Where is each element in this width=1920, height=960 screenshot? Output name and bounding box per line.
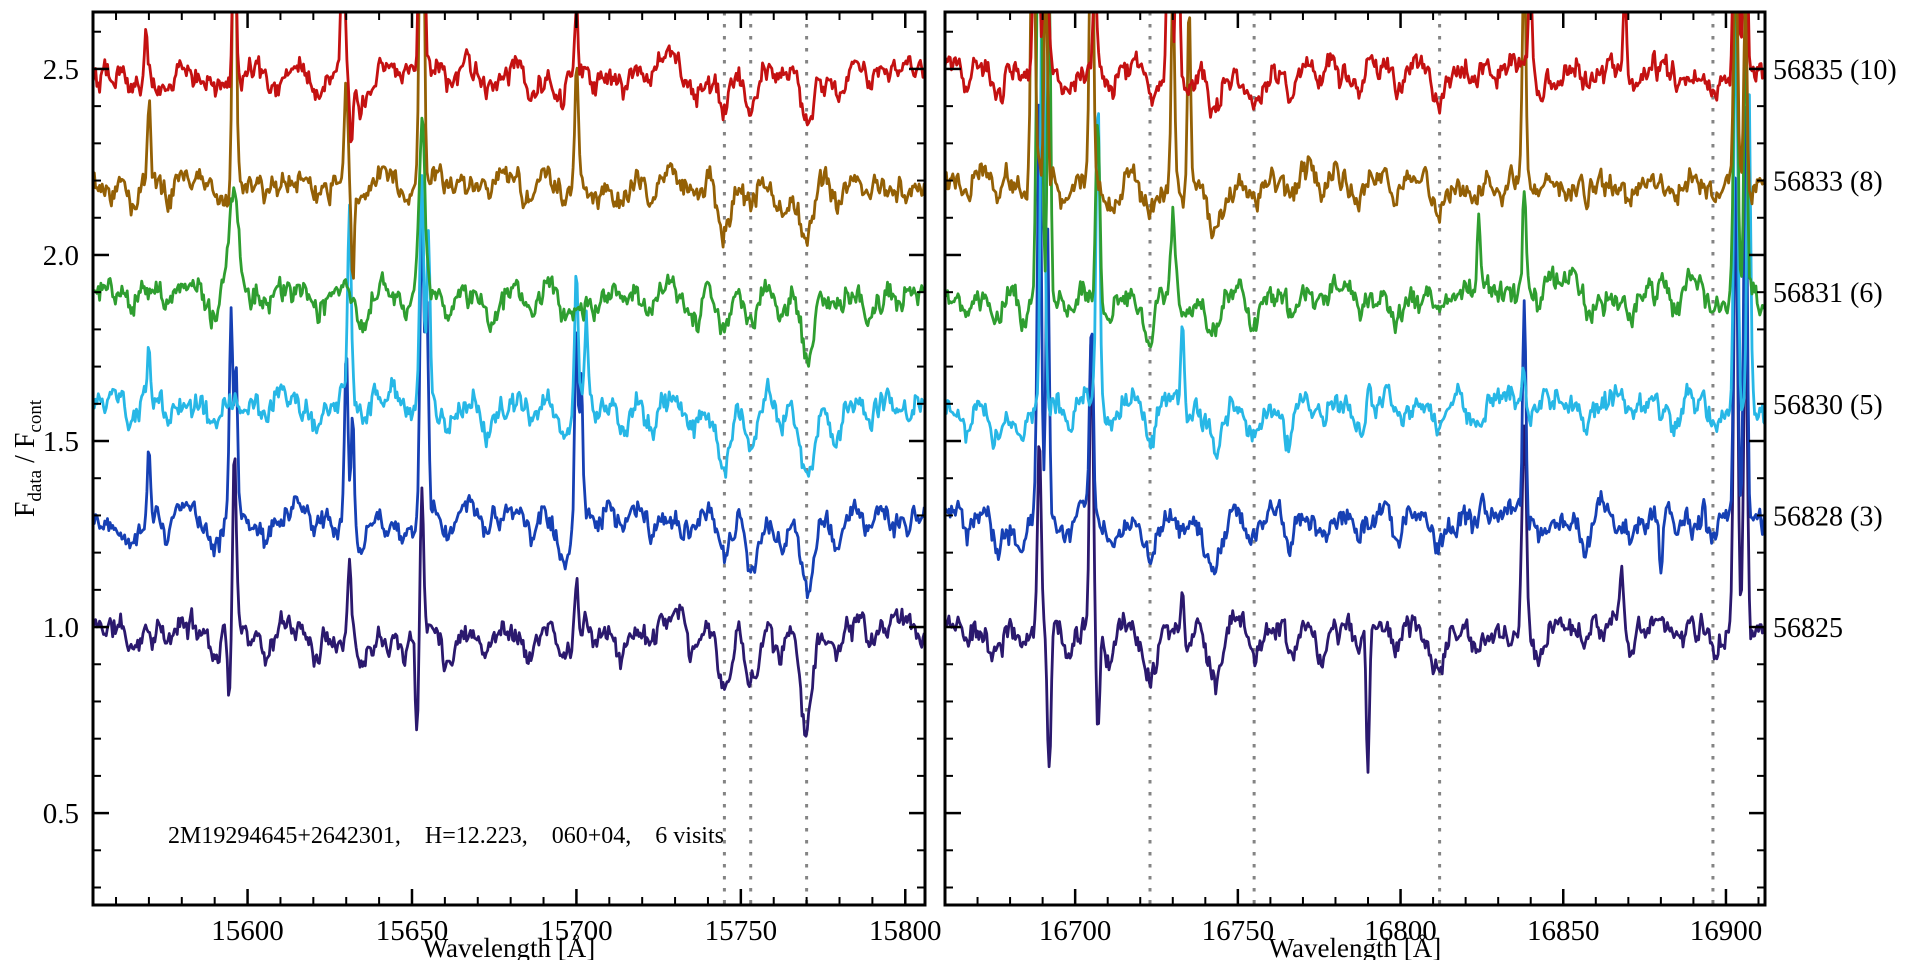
spectrum-56825 — [945, 197, 1765, 774]
panel-1: 16700 16750 16800 16850 16900 Wavelength [Å] — [943, 10, 1767, 960]
spectrum-56830 — [93, 174, 925, 479]
x-axis-title: Wavelength [Å] — [1269, 933, 1442, 960]
spectrum-56828 — [93, 216, 925, 600]
axis-frame — [91, 10, 927, 907]
spectrum-56835 — [93, 12, 925, 144]
y-tick-label: 0.5 — [43, 798, 79, 830]
legend-label-56835: 56835 (10) — [1773, 55, 1897, 86]
y-tick-label: 2.0 — [43, 240, 79, 272]
x-tick-label: 16800 — [1364, 915, 1437, 947]
y-tick-label: 1.0 — [43, 612, 79, 644]
annotation-text: 2M19294645+2642301, H=12.223, 060+04, 6 … — [168, 823, 724, 849]
axis-frame — [943, 10, 1767, 907]
spectrum-56831 — [945, 12, 1765, 349]
spectrum-56833 — [93, 12, 925, 280]
x-tick-label: 15750 — [705, 915, 778, 947]
x-tick-label: 15800 — [869, 915, 942, 947]
x-tick-label: 15600 — [211, 915, 284, 947]
panel-0: 15600 15650 15700 15750 15800 Wavelength [Å] — [91, 10, 942, 960]
spectrum-56830 — [945, 12, 1765, 460]
legend-label-56833: 56833 (8) — [1773, 167, 1883, 198]
spectrum-56828 — [945, 103, 1765, 576]
x-tick-label: 16850 — [1527, 915, 1600, 947]
x-axis-title: Wavelength [Å] — [423, 933, 596, 960]
legend-label-56825: 56825 — [1773, 613, 1843, 644]
spectrum-56825 — [93, 457, 925, 738]
y-tick-label: 2.5 — [43, 54, 79, 86]
x-tick-label: 15700 — [540, 915, 613, 947]
spectrum-56835 — [945, 12, 1765, 119]
spectrum-56831 — [93, 116, 925, 368]
x-tick-label: 15650 — [376, 915, 449, 947]
y-tick-label: 1.5 — [43, 426, 79, 458]
spectrum-56833 — [945, 12, 1765, 240]
y-axis-title: Fdata / Fcont — [10, 399, 46, 517]
x-tick-label: 16700 — [1039, 915, 1112, 947]
x-tick-label: 16750 — [1202, 915, 1275, 947]
legend-label-56828: 56828 (3) — [1773, 501, 1883, 532]
legend-label-56831: 56831 (6) — [1773, 278, 1883, 309]
x-tick-label: 16900 — [1690, 915, 1763, 947]
legend-label-56830: 56830 (5) — [1773, 390, 1883, 421]
